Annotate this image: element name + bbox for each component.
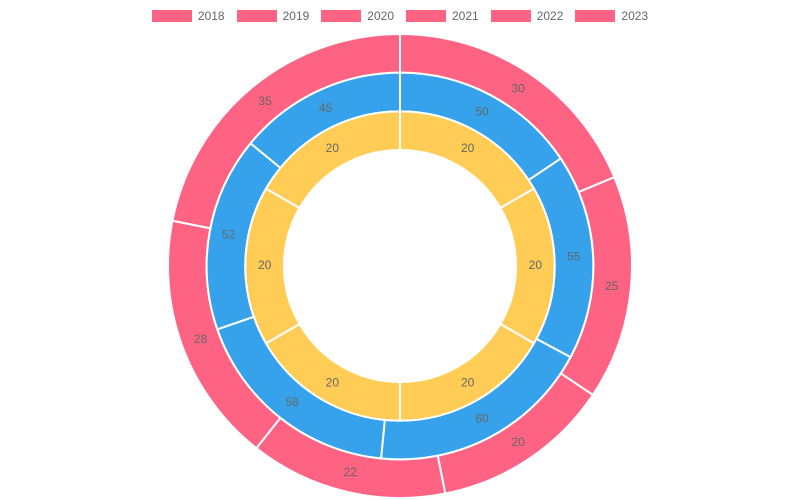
ring-0-label-2021: 22 <box>344 465 358 479</box>
legend-swatch <box>490 10 531 22</box>
legend-label: 2019 <box>282 9 310 23</box>
legend-item-2019[interactable]: 2019 <box>236 9 310 23</box>
legend-swatch <box>321 10 362 22</box>
legend-swatch <box>406 10 446 22</box>
ring-1-label-2020: 60 <box>475 412 489 426</box>
ring-1-label-2019: 55 <box>567 250 581 264</box>
legend-item-2018[interactable]: 2018 <box>151 9 225 23</box>
ring-0-label-2020: 20 <box>511 435 525 449</box>
legend-item-2022[interactable]: 2022 <box>490 9 564 23</box>
ring-1-label-2022: 52 <box>222 228 236 242</box>
legend-swatch <box>575 10 616 22</box>
ring-2-label-2019: 20 <box>529 258 543 272</box>
ring-0-label-2019: 25 <box>605 279 619 293</box>
legend-label: 2023 <box>621 9 649 23</box>
ring-1-label-2021: 58 <box>286 395 300 409</box>
ring-2-label-2023: 20 <box>326 141 340 155</box>
ring-2-label-2020: 20 <box>461 375 475 389</box>
ring-2-label-2022: 20 <box>258 258 272 272</box>
ring-0-label-2022: 28 <box>194 332 208 346</box>
ring-1-label-2018: 50 <box>475 105 489 119</box>
legend-item-2021[interactable]: 2021 <box>406 9 479 23</box>
legend-swatch <box>236 10 277 22</box>
legend-label: 2020 <box>367 9 394 23</box>
ring-2-label-2018: 20 <box>461 141 475 155</box>
legend-item-2020[interactable]: 2020 <box>321 9 394 23</box>
legend-label: 2021 <box>452 9 479 23</box>
ring-2-label-2021: 20 <box>326 375 340 389</box>
legend-swatch <box>151 10 192 22</box>
legend-label: 2022 <box>536 9 564 23</box>
ring-0-label-2018: 30 <box>511 81 525 95</box>
ring-1-label-2023: 45 <box>319 101 333 115</box>
ring-0-label-2023: 35 <box>258 94 272 108</box>
legend-label: 2018 <box>197 9 225 23</box>
legend-item-2023[interactable]: 2023 <box>575 9 648 23</box>
ring-2-slice-2023[interactable] <box>264 110 401 210</box>
chart-legend: 2018 2019 2020 2021 2022 2023 <box>0 0 800 32</box>
